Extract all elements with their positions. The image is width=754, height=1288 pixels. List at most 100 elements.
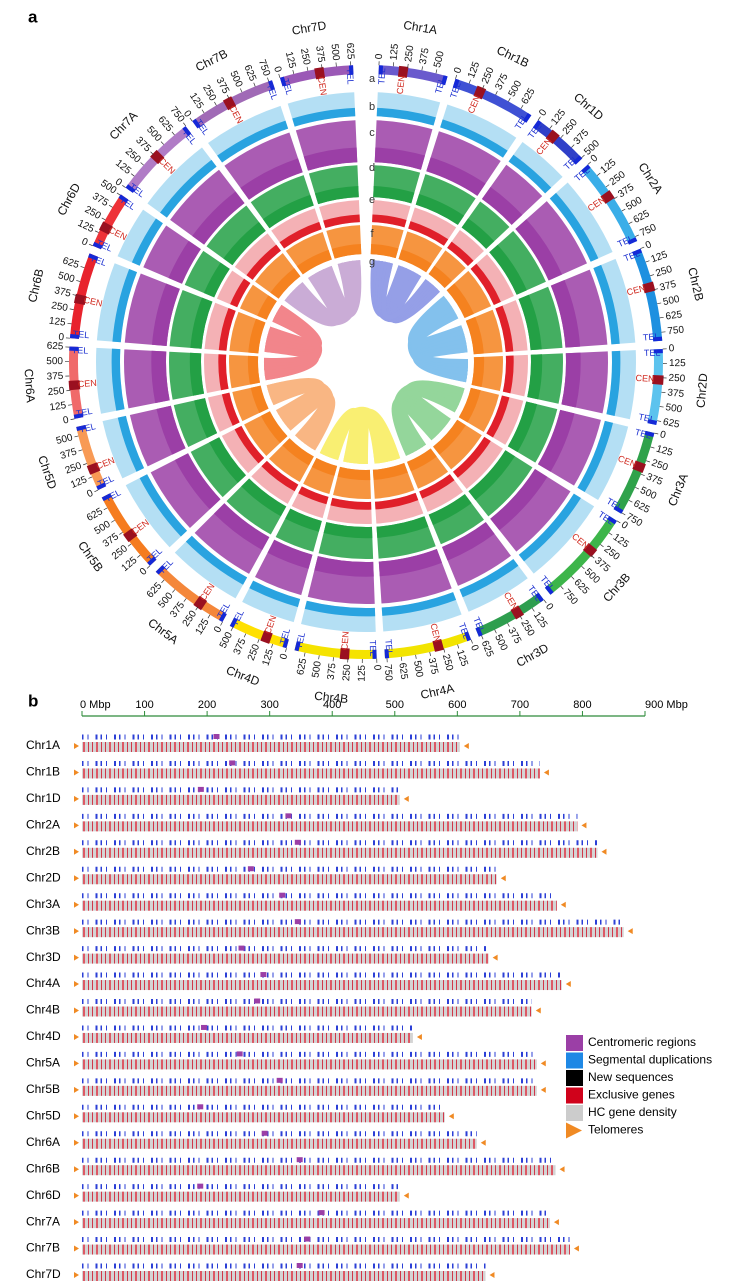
centromere [296, 1157, 303, 1163]
cen-label: CEN [77, 378, 97, 389]
chromosome-arc [581, 164, 638, 245]
tel-label: TEL [278, 627, 292, 646]
tick-mark [278, 73, 281, 78]
track-band-inner [117, 415, 145, 472]
tick-label: 750 [256, 58, 272, 78]
tick-mark [613, 196, 618, 200]
track-band-inner [241, 478, 287, 517]
chromosome-arc [544, 516, 617, 595]
tick-mark [600, 544, 604, 548]
tel-label: TEL [280, 77, 294, 96]
track-band-inner [471, 356, 485, 388]
cen-label: CEN [466, 94, 483, 115]
tick-mark [621, 208, 626, 212]
tel-label: TEL [642, 331, 659, 342]
tick-mark [468, 79, 471, 84]
telomere [416, 1033, 422, 1040]
telomere [279, 76, 287, 87]
track-band-inner [323, 522, 373, 539]
tick-label: 250 [341, 664, 353, 682]
telomere [535, 1007, 541, 1014]
ring-label: d [369, 162, 375, 174]
tick-label: 0 [543, 601, 555, 612]
chromosome-name: Chr6A [21, 368, 37, 403]
chromosome-arc [92, 194, 129, 250]
chromosome-arc [229, 617, 289, 649]
telomere [74, 848, 79, 855]
tick-label: 250 [64, 460, 84, 476]
tick-label: 125 [194, 617, 212, 637]
telomere [96, 482, 107, 491]
tick-mark [94, 230, 99, 233]
tick-label: 500 [328, 43, 341, 61]
telomere [378, 65, 384, 75]
track-band-inner [209, 437, 246, 483]
row-label: Chr5B [26, 1082, 60, 1096]
ring-label: a [369, 73, 376, 85]
exclusive-genes [82, 768, 540, 779]
telomere [229, 617, 238, 628]
telomere [74, 901, 79, 908]
telomere [74, 1033, 79, 1040]
tick-mark [67, 322, 72, 325]
track-band-inner [374, 492, 419, 510]
track-band-inner [446, 283, 474, 318]
row-label: Chr1A [26, 738, 60, 752]
telomere [92, 241, 103, 250]
ring-label: f [370, 228, 374, 240]
exclusive-genes [82, 953, 489, 964]
tick-label: 500 [310, 660, 324, 679]
chromosome-name: Chr3A [665, 471, 691, 508]
legend-swatch [566, 1052, 583, 1069]
track-band-inner [378, 549, 443, 577]
track-band [221, 425, 265, 474]
centromere [276, 1077, 283, 1083]
telomere [535, 592, 544, 603]
track-band-inner [331, 243, 362, 259]
tick-label: 625 [632, 208, 652, 226]
axis-tick-label: 900 Mbp [645, 699, 688, 711]
centromere [397, 65, 409, 78]
tick-label: 500 [46, 356, 63, 367]
track-band [433, 419, 482, 470]
centromere [510, 605, 525, 620]
axis-tick-label: 300 [260, 699, 278, 711]
link [411, 313, 469, 364]
tick-mark [119, 531, 123, 535]
row-label: Chr7A [26, 1214, 60, 1228]
tick-label: 125 [669, 358, 686, 369]
track-band-inner [442, 522, 495, 561]
centromere [632, 460, 646, 473]
track-band [490, 468, 571, 552]
track-band [426, 131, 501, 196]
track-band-inner [518, 493, 581, 562]
tick-mark [560, 134, 564, 139]
tick-mark [495, 91, 498, 95]
tick-mark [201, 109, 205, 114]
telomere [543, 769, 549, 776]
tick-label: 375 [644, 471, 664, 488]
telomere [74, 954, 79, 961]
tick-label: 125 [48, 316, 66, 329]
track-band [250, 175, 314, 229]
track-band-inner [606, 350, 621, 416]
track-band-inner [296, 249, 332, 275]
tick-mark [306, 66, 309, 71]
track-band-inner [507, 401, 538, 453]
chromosome-arc [647, 348, 663, 425]
exclusive-genes [82, 1165, 556, 1176]
tick-label: 500 [432, 50, 447, 69]
tick-label: 250 [668, 373, 686, 385]
track-band-inner [428, 265, 453, 288]
chromosome-arc [475, 592, 544, 637]
tick-mark [650, 274, 655, 277]
track-band [190, 437, 246, 498]
track-band-inner [298, 486, 329, 505]
telomere [653, 348, 663, 354]
tick-mark [421, 66, 423, 71]
telomere [192, 118, 201, 129]
track-band-inner [247, 355, 260, 385]
track-band-inner [470, 263, 501, 305]
legend-swatch [566, 1070, 583, 1086]
tick-label: 375 [659, 279, 678, 294]
